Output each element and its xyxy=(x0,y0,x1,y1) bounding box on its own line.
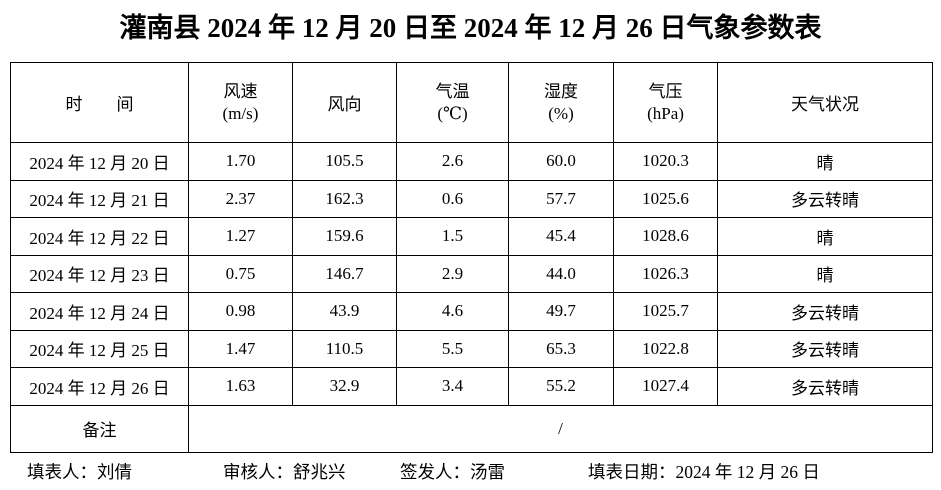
column-header-wind-speed-unit: (m/s) xyxy=(222,103,259,123)
fill-date-label: 填表日期：2024 年 12 月 26 日 xyxy=(588,462,820,482)
column-header-time: 时 间 xyxy=(10,62,189,143)
cell-wind-speed: 0.75 xyxy=(188,254,293,293)
column-header-humidity-unit: (%) xyxy=(548,103,574,123)
cell-pressure: 1020.3 xyxy=(613,142,718,181)
cell-temperature: 1.5 xyxy=(396,217,509,256)
column-header-wind-speed: 风速 (m/s) xyxy=(188,62,293,143)
remark-row: 备注 / xyxy=(10,404,933,453)
cell-date: 2024 年 12 月 21 日 xyxy=(10,179,189,218)
cell-pressure: 1026.3 xyxy=(613,254,718,293)
cell-wind-speed: 1.47 xyxy=(188,329,293,368)
table-header-row: 时 间 风速 (m/s) 风向 气温 (℃) 湿度 (%) 气压 (hPa) 天… xyxy=(10,62,933,143)
table-row: 2024 年 12 月 24 日 0.98 43.9 4.6 49.7 1025… xyxy=(10,292,933,331)
signature-footer: 填表人：刘倩 审核人：舒兆兴 签发人：汤雷 填表日期：2024 年 12 月 2… xyxy=(10,456,941,488)
cell-pressure: 1027.4 xyxy=(613,367,718,406)
cell-temperature: 3.4 xyxy=(396,367,509,406)
column-header-wind-speed-label: 风速 xyxy=(223,81,258,101)
cell-weather: 多云转晴 xyxy=(717,329,933,368)
cell-date: 2024 年 12 月 25 日 xyxy=(10,329,189,368)
cell-humidity: 45.4 xyxy=(508,217,614,256)
cell-temperature: 4.6 xyxy=(396,292,509,331)
cell-humidity: 49.7 xyxy=(508,292,614,331)
cell-humidity: 55.2 xyxy=(508,367,614,406)
column-header-temperature-unit: (℃) xyxy=(437,103,468,123)
cell-wind-speed: 1.70 xyxy=(188,142,293,181)
cell-humidity: 44.0 xyxy=(508,254,614,293)
cell-humidity: 65.3 xyxy=(508,329,614,368)
cell-date: 2024 年 12 月 24 日 xyxy=(10,292,189,331)
table-row: 2024 年 12 月 21 日 2.37 162.3 0.6 57.7 102… xyxy=(10,179,933,218)
cell-wind-speed: 2.37 xyxy=(188,179,293,218)
cell-humidity: 60.0 xyxy=(508,142,614,181)
cell-wind-direction: 43.9 xyxy=(292,292,397,331)
cell-date: 2024 年 12 月 23 日 xyxy=(10,254,189,293)
column-header-humidity-label: 湿度 xyxy=(544,81,578,101)
cell-weather: 晴 xyxy=(717,217,933,256)
cell-weather: 多云转晴 xyxy=(717,367,933,406)
cell-pressure: 1022.8 xyxy=(613,329,718,368)
cell-wind-speed: 0.98 xyxy=(188,292,293,331)
column-header-temperature: 气温 (℃) xyxy=(396,62,509,143)
cell-wind-direction: 162.3 xyxy=(292,179,397,218)
column-header-humidity: 湿度 (%) xyxy=(508,62,614,143)
cell-pressure: 1025.6 xyxy=(613,179,718,218)
cell-wind-speed: 1.63 xyxy=(188,367,293,406)
table-row: 2024 年 12 月 20 日 1.70 105.5 2.6 60.0 102… xyxy=(10,142,933,181)
cell-date: 2024 年 12 月 20 日 xyxy=(10,142,189,181)
table-row: 2024 年 12 月 25 日 1.47 110.5 5.5 65.3 102… xyxy=(10,329,933,368)
cell-temperature: 0.6 xyxy=(396,179,509,218)
cell-temperature: 2.6 xyxy=(396,142,509,181)
cell-weather: 晴 xyxy=(717,142,933,181)
cell-wind-direction: 32.9 xyxy=(292,367,397,406)
reviewed-by-label: 审核人：舒兆兴 xyxy=(223,462,346,482)
table-row: 2024 年 12 月 22 日 1.27 159.6 1.5 45.4 102… xyxy=(10,217,933,256)
column-header-pressure-label: 气压 xyxy=(648,81,683,101)
column-header-weather: 天气状况 xyxy=(717,62,933,143)
column-header-wind-direction: 风向 xyxy=(292,62,397,143)
cell-wind-direction: 159.6 xyxy=(292,217,397,256)
cell-wind-direction: 105.5 xyxy=(292,142,397,181)
cell-pressure: 1028.6 xyxy=(613,217,718,256)
cell-wind-speed: 1.27 xyxy=(188,217,293,256)
cell-temperature: 5.5 xyxy=(396,329,509,368)
cell-humidity: 57.7 xyxy=(508,179,614,218)
table-row: 2024 年 12 月 26 日 1.63 32.9 3.4 55.2 1027… xyxy=(10,367,933,406)
column-header-temperature-label: 气温 xyxy=(435,81,470,101)
cell-wind-direction: 110.5 xyxy=(292,329,397,368)
cell-weather: 多云转晴 xyxy=(717,292,933,331)
column-header-pressure: 气压 (hPa) xyxy=(613,62,718,143)
cell-date: 2024 年 12 月 22 日 xyxy=(10,217,189,256)
cell-weather: 多云转晴 xyxy=(717,179,933,218)
issued-by-label: 签发人：汤雷 xyxy=(400,462,505,482)
filled-by-label: 填表人：刘倩 xyxy=(27,462,132,482)
table-row: 2024 年 12 月 23 日 0.75 146.7 2.9 44.0 102… xyxy=(10,254,933,293)
cell-wind-direction: 146.7 xyxy=(292,254,397,293)
cell-date: 2024 年 12 月 26 日 xyxy=(10,367,189,406)
remark-value: / xyxy=(188,404,933,453)
cell-temperature: 2.9 xyxy=(396,254,509,293)
remark-label: 备注 xyxy=(10,404,189,453)
page-title: 灌南县 2024 年 12 月 20 日至 2024 年 12 月 26 日气象… xyxy=(119,13,822,43)
column-header-pressure-unit: (hPa) xyxy=(647,103,684,123)
weather-parameter-table: 时 间 风速 (m/s) 风向 气温 (℃) 湿度 (%) 气压 (hPa) 天… xyxy=(10,62,933,453)
cell-pressure: 1025.7 xyxy=(613,292,718,331)
cell-weather: 晴 xyxy=(717,254,933,293)
